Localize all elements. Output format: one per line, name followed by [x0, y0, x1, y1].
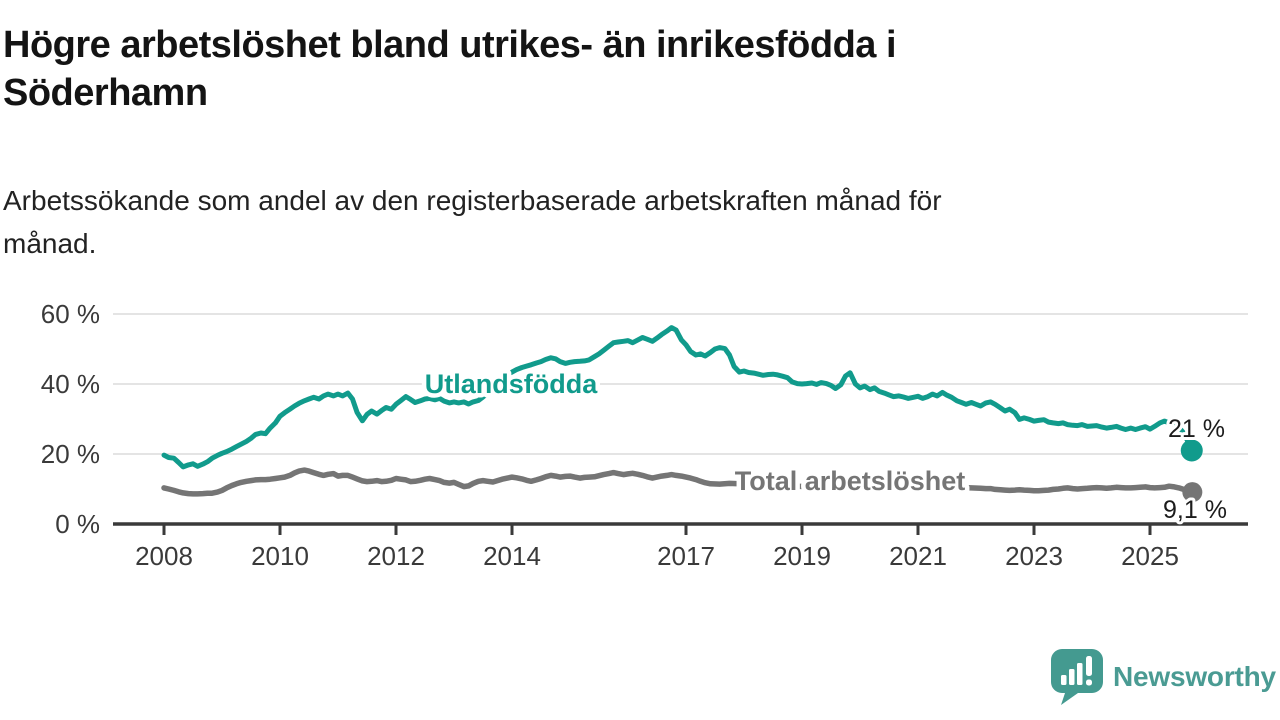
y-tick-label-60: 60 %	[41, 299, 100, 329]
series-label-total: Total arbetslöshet	[735, 466, 966, 496]
x-tick-label-2017: 2017	[657, 541, 715, 571]
x-tick-label-2023: 2023	[1005, 541, 1063, 571]
logo-bar-2	[1069, 669, 1075, 685]
newsworthy-logo-icon	[1051, 649, 1103, 705]
x-tick-label-2012: 2012	[367, 541, 425, 571]
x-tick-label-2014: 2014	[483, 541, 541, 571]
logo-bar-1	[1061, 675, 1067, 685]
x-tick-label-2019: 2019	[773, 541, 831, 571]
x-tick-label-2010: 2010	[251, 541, 309, 571]
newsworthy-logo: Newsworthy	[1050, 646, 1276, 708]
y-tick-label-40: 40 %	[41, 369, 100, 399]
end-dot-total	[1182, 482, 1203, 503]
y-tick-label-20: 20 %	[41, 439, 100, 469]
end-value-label-utlandsfodda: 21 %	[1168, 415, 1225, 443]
logo-exclamation-bar	[1086, 656, 1092, 676]
page-subtitle: Arbetssökande som andel av den registerb…	[3, 185, 942, 260]
end-value-label-total: 9,1 %	[1163, 496, 1227, 524]
logo-exclamation-dot	[1086, 679, 1092, 686]
series-line-total	[161, 467, 1196, 497]
x-tick-label-2025: 2025	[1121, 541, 1179, 571]
x-tick-label-2021: 2021	[889, 541, 947, 571]
logo-bar-3	[1077, 663, 1083, 685]
page-title: Högre arbetslöshet bland utrikes- än inr…	[3, 24, 897, 114]
end-dot-utlandsfodda	[1180, 439, 1203, 462]
series-line-utlandsfodda	[161, 325, 1195, 470]
newsworthy-logo-text: Newsworthy	[1113, 661, 1276, 692]
series-label-utlandsfodda: Utlandsfödda	[425, 369, 598, 399]
y-tick-label-0: 0 %	[55, 509, 100, 539]
x-tick-label-2008: 2008	[135, 541, 193, 571]
